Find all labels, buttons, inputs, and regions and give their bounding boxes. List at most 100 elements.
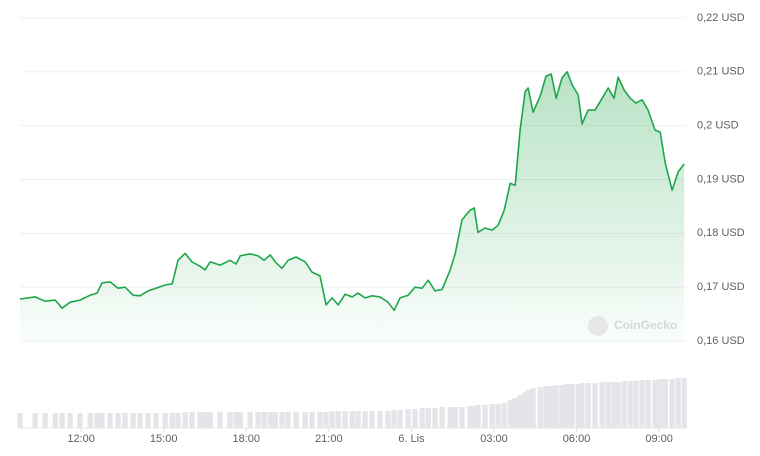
volume-bar	[627, 381, 633, 428]
volume-bar	[77, 413, 83, 428]
volume-bar	[585, 383, 591, 428]
volume-bar	[32, 413, 38, 428]
volume-bar	[459, 407, 465, 428]
volume-bar	[182, 412, 188, 428]
volume-bar	[507, 400, 513, 428]
volume-bar	[377, 411, 383, 428]
volume-bar	[217, 412, 223, 428]
volume-bar	[525, 390, 531, 428]
volume-bar	[652, 380, 658, 428]
volume-bar	[662, 379, 668, 428]
volume-bar	[42, 413, 48, 428]
volume-bar	[197, 412, 203, 428]
volume-bar	[261, 412, 267, 428]
volume-bar	[391, 410, 397, 428]
volume-bar	[335, 411, 341, 428]
volume-bar	[537, 387, 543, 428]
price-area	[20, 71, 685, 346]
volume-bar	[189, 412, 195, 428]
volume-bar	[342, 411, 348, 428]
volume-bar	[355, 411, 361, 428]
volume-bar	[162, 413, 168, 428]
volume-bar	[309, 412, 315, 428]
volume-bar	[107, 413, 113, 428]
volume-bar	[489, 404, 495, 428]
volume-bar	[681, 378, 687, 428]
volume-bar	[512, 398, 518, 428]
volume-bar	[475, 405, 481, 428]
watermark-logo	[588, 316, 608, 336]
volume-bar	[425, 408, 431, 428]
volume-bar	[94, 413, 100, 428]
volume-bar	[548, 386, 554, 428]
volume-bar	[227, 412, 233, 428]
y-tick-label: 0,2 USD	[697, 120, 739, 132]
volume-bar	[639, 380, 645, 428]
volume-bar	[317, 412, 323, 428]
volume-bar	[452, 407, 458, 428]
volume-bar	[530, 388, 536, 428]
volume-bar	[285, 412, 291, 428]
y-tick-label: 0,16 USD	[697, 335, 745, 347]
volume-bar	[611, 382, 617, 428]
volume-bar	[122, 413, 128, 428]
y-tick-label: 0,21 USD	[697, 66, 745, 78]
x-tick-label: 15:00	[150, 433, 178, 445]
volume-bar	[559, 385, 565, 428]
price-line	[19, 71, 685, 312]
volume-bar	[137, 413, 143, 428]
volume-bar	[397, 410, 403, 428]
volume-bar	[615, 382, 621, 428]
volume-bar	[267, 412, 273, 428]
volume-bar	[621, 381, 627, 428]
volume-bar	[130, 413, 136, 428]
volume-bar	[432, 408, 438, 428]
volume-bar	[645, 380, 651, 428]
volume-bar	[323, 412, 329, 428]
volume-bar	[99, 413, 105, 428]
volume-bar	[329, 411, 335, 428]
volume-bar	[467, 406, 473, 428]
volume-bar	[405, 409, 411, 428]
volume-bar	[237, 412, 243, 428]
y-tick-label: 0,17 USD	[697, 281, 745, 293]
volume-bar	[675, 378, 681, 428]
x-tick-label: 06:00	[563, 433, 591, 445]
volume-bar	[599, 382, 605, 428]
volume-bar	[447, 407, 453, 428]
volume-bar	[17, 413, 23, 428]
volume-bar	[419, 408, 425, 428]
volume-bar	[495, 404, 501, 428]
volume-bar	[349, 411, 355, 428]
volume-bar	[67, 413, 73, 428]
volume-bar	[564, 384, 570, 428]
x-tick-label: 03:00	[480, 433, 508, 445]
volume-bar	[145, 413, 151, 428]
volume-bar	[575, 384, 581, 428]
volume-bar	[633, 381, 639, 428]
volume-bar	[293, 412, 299, 428]
y-tick-label: 0,22 USD	[697, 12, 745, 24]
volume-bar	[207, 412, 213, 428]
volume-bar	[202, 412, 208, 428]
volume-bar	[302, 412, 308, 428]
volume-bar	[169, 413, 175, 428]
watermark: CoinGecko	[588, 316, 677, 336]
volume-bar	[272, 412, 278, 428]
volume-bar	[579, 383, 585, 428]
volume-bar	[657, 379, 663, 428]
volume-bar	[279, 412, 285, 428]
x-tick-label: 21:00	[315, 433, 343, 445]
volume-bar	[482, 405, 488, 428]
volume-bar	[87, 413, 93, 428]
volume-bar	[247, 412, 253, 428]
x-tick-label: 09:00	[645, 433, 673, 445]
volume-bar	[605, 382, 611, 428]
volume-bar	[233, 412, 239, 428]
volume-bar	[543, 386, 549, 428]
volume-bar	[412, 409, 418, 428]
volume-bar	[153, 413, 159, 428]
volume-bar	[175, 413, 181, 428]
volume-bar	[439, 407, 445, 428]
